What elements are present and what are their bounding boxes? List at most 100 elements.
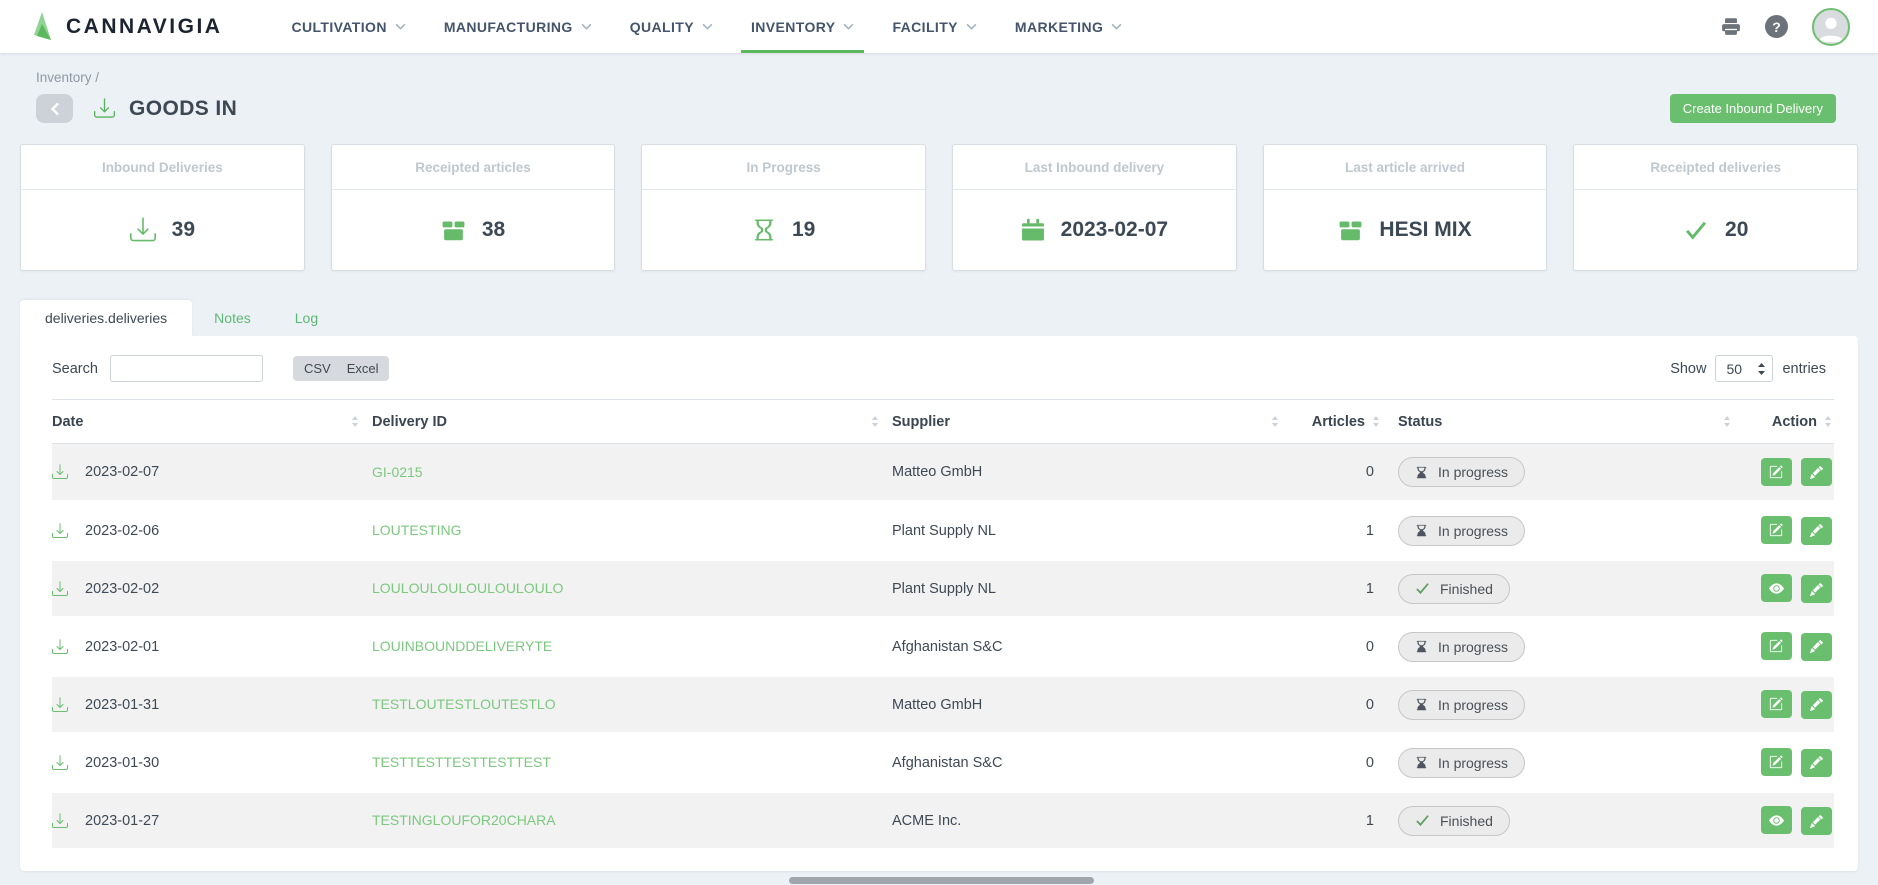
back-button[interactable] (36, 94, 73, 123)
card-inbound-deliveries: Inbound Deliveries 39 (20, 144, 305, 271)
delivery-id-link[interactable]: LOUINBOUNDDELIVERYTE (372, 638, 553, 654)
column-header-supplier[interactable]: Supplier (892, 399, 1292, 444)
receive-action-button[interactable] (1760, 516, 1792, 545)
articles-count: 0 (1365, 754, 1374, 771)
supplier-name: Afghanistan S&C (892, 638, 1003, 655)
sort-icon (871, 415, 879, 428)
nav-item-inventory[interactable]: INVENTORY (732, 0, 874, 53)
chevron-down-icon (581, 23, 592, 30)
status-label: In progress (1438, 522, 1509, 539)
status-label: Finished (1440, 580, 1493, 597)
edit-action-button[interactable] (1801, 516, 1832, 545)
status-label: In progress (1438, 696, 1509, 713)
scrollbar-thumb[interactable] (789, 877, 1094, 884)
download-icon (129, 217, 156, 243)
receive-action-button[interactable] (1760, 632, 1792, 661)
column-header-date[interactable]: Date (52, 399, 372, 444)
main-navigation: CULTIVATION MANUFACTURING QUALITY INVENT… (272, 0, 1141, 53)
table-row: 2023-02-06 LOUTESTING Plant Supply NL 1 … (52, 501, 1834, 561)
stats-cards: Inbound Deliveries 39 Receipted articles… (20, 144, 1859, 271)
supplier-name: Afghanistan S&C (892, 754, 1003, 771)
avatar[interactable] (1812, 7, 1850, 46)
articles-count: 0 (1365, 464, 1374, 480)
tab-log[interactable]: Log (294, 310, 319, 326)
edit-action-button[interactable] (1801, 575, 1832, 603)
download-icon (52, 522, 68, 539)
sort-icon (351, 415, 359, 428)
supplier-name: ACME Inc. (892, 812, 962, 829)
nav-item-cultivation[interactable]: CULTIVATION (272, 0, 424, 53)
nav-item-quality[interactable]: QUALITY (611, 0, 732, 53)
column-header-action[interactable]: Action (1744, 399, 1834, 444)
table-row: 2023-01-31 TESTLOUTESTLOUTESTLO Matteo G… (52, 675, 1834, 735)
articles-count: 0 (1365, 638, 1374, 655)
tab-deliveries[interactable]: deliveries.deliveries (20, 300, 193, 336)
delivery-id-link[interactable]: TESTLOUTESTLOUTESTLO (372, 696, 556, 712)
goods-in-download-icon (94, 98, 115, 119)
sort-icon (1372, 415, 1380, 428)
delivery-date: 2023-02-07 (85, 464, 160, 480)
delivery-date: 2023-02-01 (85, 638, 160, 655)
download-icon (52, 580, 68, 597)
nav-item-manufacturing[interactable]: MANUFACTURING (425, 0, 611, 53)
stat-value: 2023-02-07 (1060, 218, 1169, 241)
hourglass-icon (1415, 523, 1428, 538)
hourglass-icon (1415, 639, 1428, 654)
delivery-date: 2023-02-06 (85, 522, 160, 539)
package-icon (441, 218, 466, 243)
delivery-id-link[interactable]: LOULOULOULOULOULOULO (372, 580, 564, 596)
supplier-name: Matteo GmbH (892, 464, 983, 480)
supplier-name: Plant Supply NL (892, 580, 996, 597)
column-header-status[interactable]: Status (1382, 399, 1744, 444)
leaf-icon (30, 11, 57, 43)
nav-item-marketing[interactable]: MARKETING (996, 0, 1141, 53)
sort-icon (1723, 415, 1731, 428)
receive-action-button[interactable] (1760, 748, 1792, 777)
help-icon[interactable]: ? (1765, 15, 1788, 38)
column-header-articles[interactable]: Articles (1292, 399, 1382, 444)
chevron-down-icon (966, 23, 977, 30)
stat-value: 19 (792, 218, 816, 241)
download-icon (52, 464, 68, 480)
export-excel-button[interactable]: Excel (338, 356, 390, 381)
view-action-button[interactable] (1760, 574, 1792, 602)
stat-value: 39 (171, 218, 196, 241)
stat-value: HESI MIX (1379, 218, 1472, 241)
chevron-down-icon (1111, 23, 1122, 30)
panel-tabs: deliveries.deliveries Notes Log (20, 300, 1858, 336)
card-last-article-arrived: Last article arrived HESI MIX (1262, 144, 1548, 271)
edit-action-button[interactable] (1801, 748, 1832, 777)
page-size-select[interactable]: 50 (1715, 355, 1774, 382)
horizontal-scrollbar[interactable] (0, 876, 1878, 885)
edit-action-button[interactable] (1801, 690, 1832, 719)
table-row: 2023-02-01 LOUINBOUNDDELIVERYTE Afghanis… (52, 617, 1834, 677)
breadcrumb[interactable]: Inventory / (36, 70, 100, 85)
search-label: Search (52, 360, 98, 377)
edit-action-button[interactable] (1801, 632, 1832, 661)
table-row: 2023-02-07 GI-0215 Matteo GmbH 0 In prog… (52, 443, 1834, 503)
receive-action-button[interactable] (1760, 457, 1792, 486)
column-header-delivery-id[interactable]: Delivery ID (372, 399, 892, 444)
delivery-id-link[interactable]: LOUTESTING (372, 522, 462, 538)
view-action-button[interactable] (1760, 806, 1792, 834)
edit-action-button[interactable] (1801, 807, 1832, 835)
articles-count: 1 (1365, 580, 1374, 597)
create-inbound-delivery-button[interactable]: Create Inbound Delivery (1669, 94, 1836, 123)
receive-action-button[interactable] (1760, 690, 1792, 719)
nav-item-facility[interactable]: FACILITY (873, 0, 995, 53)
tab-notes[interactable]: Notes (214, 310, 251, 326)
stat-value: 20 (1725, 218, 1749, 241)
supplier-name: Plant Supply NL (892, 522, 996, 539)
hourglass-icon (1415, 755, 1428, 770)
brand-logo[interactable]: CANNAVIGIA (30, 11, 222, 43)
delivery-id-link[interactable]: TESTTESTTESTTESTTEST (372, 754, 551, 770)
export-csv-button[interactable]: CSV (292, 356, 339, 381)
printer-icon[interactable] (1721, 17, 1741, 36)
delivery-id-link[interactable]: TESTINGLOUFOR20CHARA (372, 812, 556, 828)
hourglass-icon (1415, 465, 1428, 480)
check-icon (1415, 582, 1430, 595)
delivery-id-link[interactable]: GI-0215 (372, 463, 423, 480)
search-input[interactable] (109, 355, 263, 382)
supplier-name: Matteo GmbH (892, 696, 983, 713)
edit-action-button[interactable] (1801, 458, 1832, 487)
